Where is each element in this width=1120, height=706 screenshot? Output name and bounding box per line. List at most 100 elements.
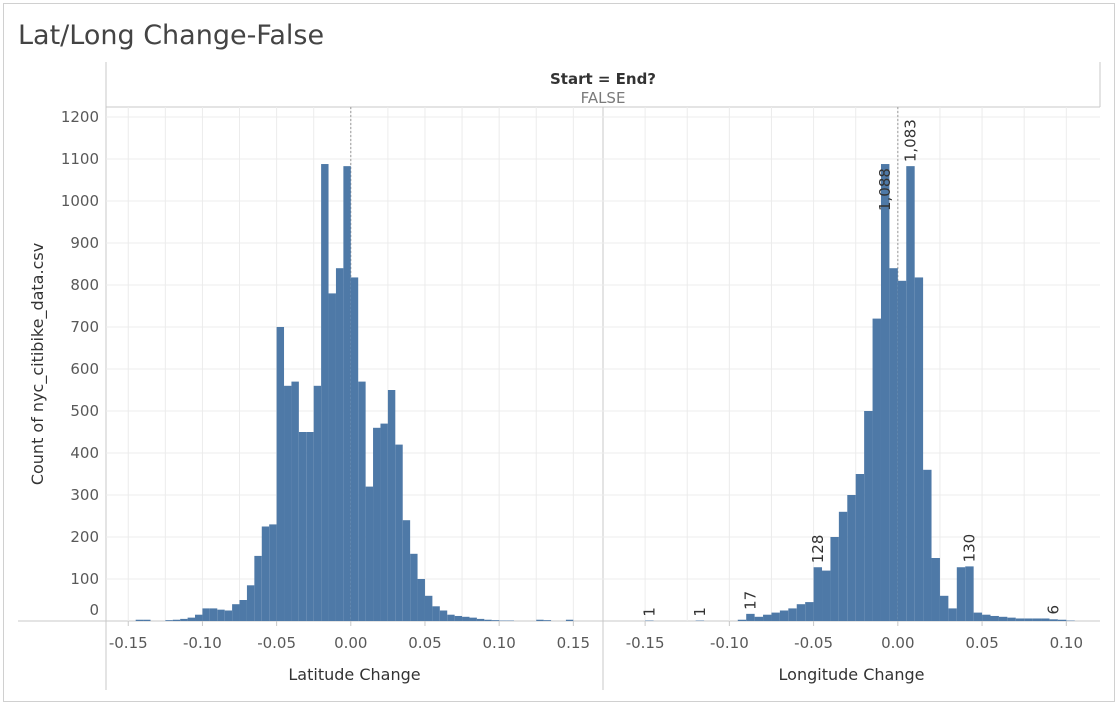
histogram-bar (373, 427, 381, 621)
histogram-bar (847, 495, 856, 621)
histogram-bar (232, 604, 240, 621)
histogram-bar (365, 486, 374, 621)
histogram-bar (830, 537, 839, 621)
histogram-bar (565, 619, 574, 621)
y-tick-label: 600 (70, 360, 99, 378)
x-tick-label: 0.00 (881, 634, 914, 652)
histogram-bar (1015, 618, 1025, 621)
x-tick-label: -0.10 (183, 634, 222, 652)
histogram-bar (276, 327, 285, 621)
y-tick-label: 900 (70, 234, 99, 252)
histogram-bar (350, 277, 359, 621)
y-tick-label: 200 (70, 528, 99, 546)
histogram-bar (410, 553, 418, 621)
bar-data-label: 1 (640, 607, 658, 617)
histogram-bar (973, 612, 983, 621)
histogram-bar (855, 474, 865, 621)
histogram-bar (543, 620, 552, 621)
histogram-bar (469, 617, 477, 621)
histogram-bar (313, 385, 322, 621)
histogram-bar (914, 277, 924, 621)
histogram-bar (889, 268, 898, 621)
histogram-bar (1041, 618, 1050, 621)
histogram-bar (306, 432, 314, 621)
bar-data-label: 128 (809, 535, 827, 564)
x-tick-label: 0.10 (1050, 634, 1083, 652)
x-tick-label: 0.15 (557, 634, 590, 652)
histogram-bar (948, 608, 957, 621)
histogram-bar (328, 293, 336, 621)
histogram-bar (1049, 619, 1058, 621)
histogram-bar (813, 567, 823, 621)
histogram-bar (224, 610, 233, 621)
bar-data-label: 1,083 (901, 119, 919, 162)
histogram-bar (754, 616, 764, 621)
histogram-bar (417, 579, 425, 621)
histogram-bar (864, 411, 873, 621)
histogram-bar (261, 526, 270, 621)
histogram-bar (343, 166, 351, 621)
histogram-bar (536, 619, 544, 621)
histogram-bar (424, 595, 433, 621)
histogram-bar (931, 558, 940, 621)
histogram-bar (180, 618, 188, 621)
y-tick-label: 1000 (61, 192, 99, 210)
histogram-bar (1007, 617, 1016, 621)
histogram-bar (335, 268, 344, 621)
histogram-bar (779, 610, 789, 621)
histogram-bar (796, 604, 806, 621)
histogram-bar (838, 511, 848, 621)
histogram-bar (805, 602, 814, 621)
histogram-bar (143, 619, 151, 621)
x-axis-title: Longitude Change (779, 665, 925, 684)
histogram-bar (1057, 619, 1067, 621)
histogram-bar (982, 614, 991, 621)
x-tick-label: 0.10 (482, 634, 515, 652)
histogram-bar (291, 381, 299, 621)
bar-data-label: 1,088 (876, 168, 894, 211)
histogram-bar (254, 555, 262, 621)
bar-data-label: 130 (960, 534, 978, 563)
histogram-bar (432, 606, 440, 621)
histogram-bar (880, 164, 890, 622)
histogram-bar (872, 318, 881, 621)
bar-data-label: 6 (1045, 605, 1063, 615)
histogram-bar (788, 608, 797, 621)
header-value: FALSE (581, 89, 626, 107)
histogram-bar (923, 469, 932, 621)
x-tick-label: -0.05 (257, 634, 296, 652)
histogram-bar (165, 620, 173, 621)
y-tick-label: 700 (70, 318, 99, 336)
x-tick-label: -0.15 (109, 634, 148, 652)
x-tick-label: -0.10 (710, 634, 749, 652)
histogram-bar (491, 620, 500, 621)
histogram-bar (217, 609, 225, 621)
y-tick-label: 1200 (61, 108, 99, 126)
histogram-bar (990, 615, 999, 621)
histogram-bar (965, 566, 974, 621)
y-tick-label: 0 (89, 601, 99, 619)
histogram-bar (380, 423, 388, 621)
histogram-bar (476, 618, 485, 621)
histogram-bar (897, 280, 907, 621)
histogram-bar (209, 608, 218, 621)
header-title: Start = End? (550, 70, 656, 88)
histogram-bar (447, 614, 455, 621)
x-tick-label: 0.05 (408, 634, 441, 652)
data-labels: 1 1 17 128 1,088 1,083 130 6 (640, 119, 1062, 616)
histogram-bar (402, 520, 411, 621)
histogram-bar (195, 614, 203, 621)
histogram-bar (387, 390, 396, 621)
histogram-bar (395, 444, 403, 621)
y-axis-title: Count of nyc_citibike_data.csv (28, 243, 48, 485)
y-tick-label: 300 (70, 486, 99, 504)
histogram-bar (1024, 618, 1033, 621)
bar-data-label: 1 (691, 607, 709, 617)
histogram-bar (956, 567, 966, 621)
histogram-bar (246, 585, 255, 621)
histogram-bar (298, 432, 307, 621)
chart-static: Start = End?FALSE Count of nyc_citibike_d… (3, 3, 1115, 702)
y-tick-label: 800 (70, 276, 99, 294)
